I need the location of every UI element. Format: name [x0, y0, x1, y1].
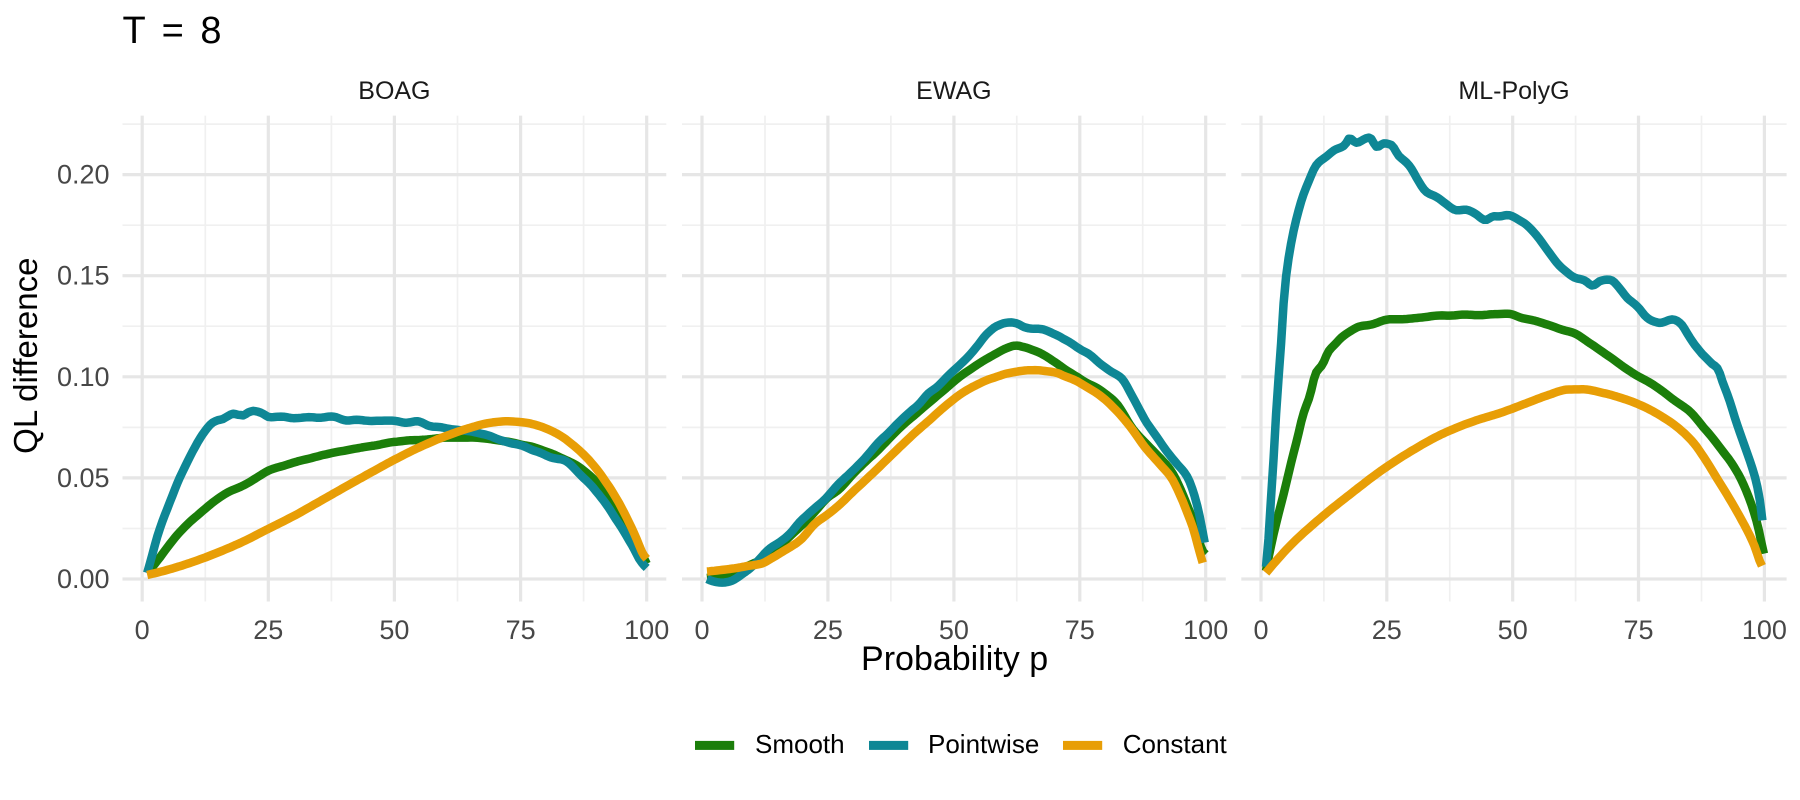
svg-text:QL difference: QL difference [7, 258, 44, 454]
svg-text:75: 75 [1623, 615, 1653, 645]
svg-text:100: 100 [624, 615, 669, 645]
svg-text:50: 50 [939, 615, 969, 645]
svg-text:0.10: 0.10 [57, 362, 110, 392]
svg-text:0: 0 [1253, 615, 1268, 645]
svg-text:T = 8: T = 8 [123, 10, 225, 52]
svg-text:100: 100 [1183, 615, 1228, 645]
svg-text:75: 75 [1065, 615, 1095, 645]
svg-text:0: 0 [694, 615, 709, 645]
svg-text:75: 75 [506, 615, 536, 645]
svg-text:0.05: 0.05 [57, 463, 110, 493]
svg-text:Probability p: Probability p [861, 640, 1048, 678]
svg-text:100: 100 [1742, 615, 1787, 645]
svg-text:Smooth: Smooth [755, 729, 845, 759]
svg-text:0.15: 0.15 [57, 261, 110, 291]
svg-text:Pointwise: Pointwise [928, 729, 1039, 759]
svg-text:50: 50 [379, 615, 409, 645]
svg-text:BOAG: BOAG [358, 77, 430, 105]
svg-text:0.00: 0.00 [57, 564, 110, 594]
svg-text:ML-PolyG: ML-PolyG [1458, 77, 1569, 105]
svg-text:Constant: Constant [1123, 729, 1228, 759]
svg-text:0.20: 0.20 [57, 160, 110, 190]
svg-text:25: 25 [1372, 615, 1402, 645]
svg-text:50: 50 [1498, 615, 1528, 645]
svg-text:25: 25 [253, 615, 283, 645]
svg-text:0: 0 [135, 615, 150, 645]
svg-text:EWAG: EWAG [916, 77, 991, 105]
svg-text:25: 25 [813, 615, 843, 645]
